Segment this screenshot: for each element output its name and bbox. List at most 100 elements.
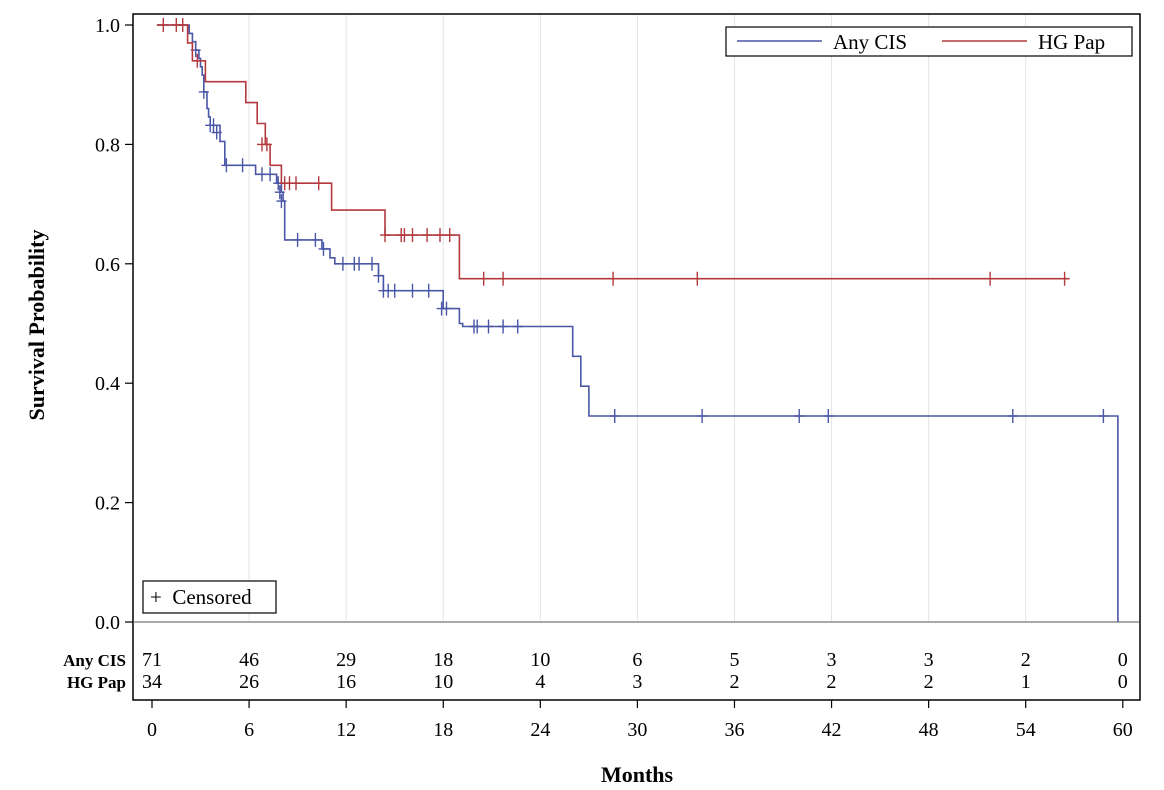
censor-mark-hg-pap-14 [422,228,433,243]
censor-mark-any-cis-3 [208,118,219,133]
censor-mark-hg-pap-18 [498,271,509,286]
x-axis-title: Months [601,762,674,787]
censor-mark-any-cis-6 [237,158,248,173]
x-tick-label-12: 12 [336,719,356,741]
censor-mark-any-cis-17 [354,256,365,271]
at-risk-count-any-cis-6: 46 [239,649,259,671]
legend: Any CIS HG Pap [725,26,1133,57]
at-risk-count-hg-pap-6: 26 [239,671,259,693]
censor-mark-any-cis-29 [483,319,494,334]
censor-mark-any-cis-8 [265,167,276,182]
y-tick-label-0-8: 0.8 [95,134,120,156]
censor-mark-hg-pap-3 [192,53,203,68]
x-tick-label-60: 60 [1113,719,1133,741]
x-tick-label-18: 18 [433,719,453,741]
y-tick-label-0-2: 0.2 [95,493,120,515]
censor-mark-any-cis-5 [221,158,232,173]
censor-mark-hg-pap-15 [435,228,445,243]
y-axis: 0.0 0.2 0.4 0.6 0.8 1.0 [95,15,133,634]
censor-mark-any-cis-35 [823,409,834,423]
censor-mark-hg-pap-0 [158,18,169,32]
censor-mark-any-cis-24 [423,283,434,298]
censor-mark-any-cis-1 [198,84,209,99]
x-tick-label-30: 30 [627,719,647,741]
censor-mark-any-cis-23 [407,283,418,298]
censor-mark-any-cis-13 [310,232,321,247]
legend-label-any-cis: Any CIS [833,30,907,54]
censor-mark-any-cis-28 [472,319,483,334]
censor-mark-hg-pap-22 [1059,271,1070,286]
at-risk-count-hg-pap-30: 3 [632,671,642,693]
at-risk-count-hg-pap-12: 16 [336,671,356,693]
censor-mark-any-cis-15 [337,256,348,271]
censor-mark-any-cis-22 [389,283,400,298]
censor-mark-any-cis-12 [292,232,303,247]
censor-mark-any-cis-36 [1007,409,1018,423]
censor-mark-hg-pap-21 [985,271,996,286]
censor-mark-any-cis-33 [697,409,708,423]
censor-mark-any-cis-32 [609,409,620,423]
censor-mark-any-cis-31 [512,319,523,334]
censor-mark-any-cis-19 [373,268,384,283]
x-tick-label-36: 36 [724,719,744,741]
y-tick-label-0-0: 0.0 [95,612,120,634]
at-risk-count-any-cis-48: 3 [924,649,934,671]
at-risk-count-hg-pap-0: 34 [142,671,162,693]
at-risk-count-any-cis-18: 18 [433,649,453,671]
at-risk-count-any-cis-30: 6 [632,649,642,671]
censor-mark-any-cis-18 [367,256,377,271]
number-at-risk-table: Any CIS 71 46 29 18 10 6 5 3 3 2 0HG Pap 34 26 16 10 4 3 2… [63,649,1128,693]
series-line-hg-pap [156,24,1070,280]
censor-mark-any-cis-34 [794,409,805,423]
censored-legend-label: + Censored [150,585,252,609]
censor-mark-hg-pap-9 [313,176,324,191]
censor-mark-any-cis-10 [274,185,285,200]
gridlines [248,15,1027,621]
x-tick-label-48: 48 [919,719,939,741]
censor-mark-hg-pap-5 [261,137,272,152]
at-risk-count-any-cis-24: 10 [530,649,550,671]
at-risk-count-hg-pap-18: 10 [433,671,453,693]
censor-mark-hg-pap-16 [444,228,455,243]
censored-legend: + Censored [142,580,277,614]
censor-mark-any-cis-4 [211,125,222,140]
censor-mark-hg-pap-20 [692,271,703,286]
y-tick-label-0-6: 0.6 [95,254,120,276]
censor-mark-any-cis-37 [1098,409,1109,423]
y-tick-label-0-4: 0.4 [95,373,120,395]
at-risk-count-hg-pap-42: 2 [827,671,837,693]
y-axis-title: Survival Probability [24,230,49,421]
censored-legend-box [142,580,277,614]
censor-mark-hg-pap-19 [608,271,619,286]
at-risk-row-label-any-cis: Any CIS [63,651,126,670]
at-risk-count-hg-pap-54: 1 [1021,671,1031,693]
censor-mark-hg-pap-2 [177,18,188,32]
at-risk-count-any-cis-36: 5 [729,649,739,671]
censor-mark-any-cis-30 [498,319,509,334]
at-risk-count-any-cis-12: 29 [336,649,356,671]
at-risk-count-hg-pap-48: 2 [924,671,934,693]
y-tick-label-1-0: 1.0 [95,15,120,37]
plot-frame [132,13,1141,701]
at-risk-count-any-cis-60: 0 [1118,649,1128,671]
x-tick-label-0: 0 [147,719,157,741]
series-line-any-cis [156,24,1119,622]
at-risk-count-hg-pap-24: 4 [535,671,545,693]
at-risk-count-any-cis-54: 2 [1021,649,1031,671]
at-risk-row-label-hg-pap: HG Pap [67,673,126,692]
x-tick-label-54: 54 [1016,719,1036,741]
at-risk-count-any-cis-42: 3 [827,649,837,671]
censor-mark-hg-pap-13 [407,228,418,243]
survival-curves [156,18,1119,622]
x-tick-label-6: 6 [244,719,254,741]
censor-mark-hg-pap-17 [478,271,489,286]
x-axis: 0 6 12 18 24 30 36 42 48 54 60 [147,700,1133,741]
censor-mark-hg-pap-10 [380,228,390,243]
at-risk-count-hg-pap-60: 0 [1118,671,1128,693]
at-risk-count-hg-pap-36: 2 [729,671,739,693]
legend-label-hg-pap: HG Pap [1038,30,1105,54]
censor-mark-any-cis-11 [276,194,287,209]
x-tick-label-42: 42 [822,719,842,741]
censor-mark-hg-pap-8 [291,176,301,191]
